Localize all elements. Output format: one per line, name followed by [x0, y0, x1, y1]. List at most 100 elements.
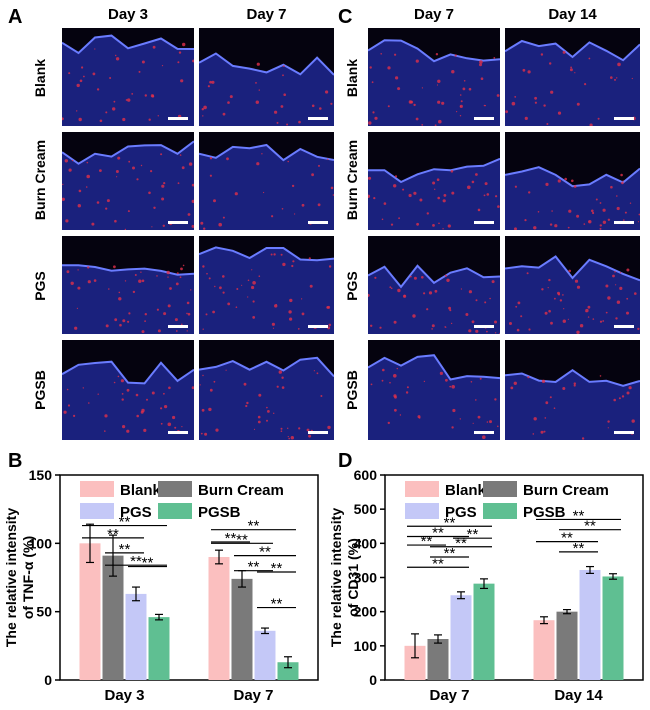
stain-speckle — [423, 292, 426, 295]
stain-speckle — [157, 329, 161, 333]
stain-speckle — [135, 393, 139, 397]
stain-speckle — [585, 311, 587, 313]
stain-speckle — [243, 382, 247, 386]
significance-stars: ** — [271, 560, 283, 577]
micrograph-panel-a-1-1 — [199, 132, 334, 230]
stain-speckle — [83, 75, 85, 78]
x-category-label: Day 14 — [554, 687, 603, 704]
stain-speckle — [132, 290, 136, 294]
stain-speckle — [497, 425, 499, 428]
stain-speckle — [283, 93, 286, 96]
stain-speckle — [574, 279, 579, 283]
stain-speckle — [298, 120, 301, 124]
stain-speckle — [393, 320, 397, 324]
stain-speckle — [204, 432, 208, 436]
stain-speckle — [415, 59, 419, 63]
stain-speckle — [201, 408, 205, 412]
scale-bar — [474, 325, 494, 328]
panel-c-row-blank: Blank — [344, 58, 360, 98]
stain-speckle — [587, 316, 590, 318]
stain-speckle — [491, 280, 495, 284]
stain-speckle — [156, 308, 159, 311]
stain-speckle — [494, 398, 497, 401]
stain-speckle — [179, 276, 182, 279]
stain-speckle — [449, 385, 452, 388]
stain-speckle — [136, 414, 139, 418]
stain-speckle — [96, 201, 100, 204]
stain-speckle — [77, 286, 81, 290]
stain-speckle — [227, 101, 230, 104]
stain-speckle — [182, 264, 185, 267]
stain-speckle — [122, 425, 126, 429]
stain-speckle — [467, 185, 471, 190]
legend-swatch — [483, 503, 517, 519]
stain-speckle — [148, 118, 151, 121]
stain-speckle — [105, 111, 108, 114]
stain-speckle — [479, 60, 483, 64]
stain-speckle — [190, 289, 192, 291]
significance-stars: ** — [432, 525, 444, 542]
micrograph-panel-c-0-0 — [368, 28, 500, 126]
stain-speckle — [402, 188, 405, 191]
stain-speckle — [157, 115, 159, 117]
stain-speckle — [465, 313, 469, 316]
stain-speckle — [99, 169, 102, 172]
stain-speckle — [468, 329, 472, 333]
legend-swatch — [80, 503, 114, 519]
micrograph-panel-c-0-2 — [368, 236, 500, 334]
significance-stars: ** — [119, 514, 131, 531]
stain-speckle — [134, 274, 137, 276]
stain-speckle — [471, 180, 475, 184]
stain-speckle — [234, 192, 238, 196]
stain-speckle — [374, 276, 377, 279]
micrograph-panel-a-1-3 — [199, 340, 334, 440]
legend-label: PGS — [445, 504, 477, 521]
stain-speckle — [533, 226, 537, 230]
stain-speckle — [550, 90, 554, 94]
stain-speckle — [408, 100, 413, 104]
stain-speckle — [432, 181, 436, 185]
stain-speckle — [514, 185, 517, 188]
stain-speckle — [64, 159, 68, 163]
stain-speckle — [605, 311, 608, 314]
epidermis-edge — [62, 264, 194, 276]
stain-speckle — [144, 94, 147, 97]
stain-speckle — [477, 415, 481, 419]
stain-speckle — [117, 375, 120, 378]
stain-speckle — [287, 436, 289, 438]
stain-speckle — [209, 80, 212, 84]
stain-speckle — [583, 223, 586, 225]
bar-blank — [404, 645, 426, 680]
stain-speckle — [629, 202, 632, 204]
stain-speckle — [289, 298, 293, 303]
x-category-label: Day 7 — [233, 687, 273, 704]
stain-speckle — [175, 282, 179, 286]
stain-speckle — [621, 395, 625, 398]
stain-speckle — [419, 198, 423, 202]
stain-speckle — [546, 123, 549, 125]
stain-speckle — [164, 405, 168, 409]
stain-speckle — [497, 205, 500, 208]
stain-speckle — [612, 274, 615, 278]
stain-speckle — [513, 381, 517, 385]
stain-speckle — [557, 111, 562, 115]
stain-speckle — [528, 328, 531, 331]
stain-speckle — [616, 77, 618, 79]
stain-speckle — [451, 385, 455, 389]
stain-speckle — [291, 184, 295, 188]
stain-speckle — [125, 99, 128, 101]
stain-speckle — [562, 50, 566, 54]
stain-speckle — [124, 228, 127, 230]
stain-speckle — [394, 395, 397, 399]
stain-speckle — [597, 117, 600, 120]
stain-speckle — [186, 330, 188, 332]
epidermis-edge — [199, 143, 334, 162]
micrograph-panel-c-1-1 — [505, 132, 640, 230]
stain-speckle — [213, 380, 216, 383]
stain-speckle — [526, 272, 529, 275]
stain-speckle — [471, 320, 475, 324]
stain-speckle — [191, 183, 194, 187]
stain-speckle — [199, 384, 201, 386]
bar-blank — [79, 543, 101, 680]
y-tick-label: 0 — [44, 672, 52, 688]
